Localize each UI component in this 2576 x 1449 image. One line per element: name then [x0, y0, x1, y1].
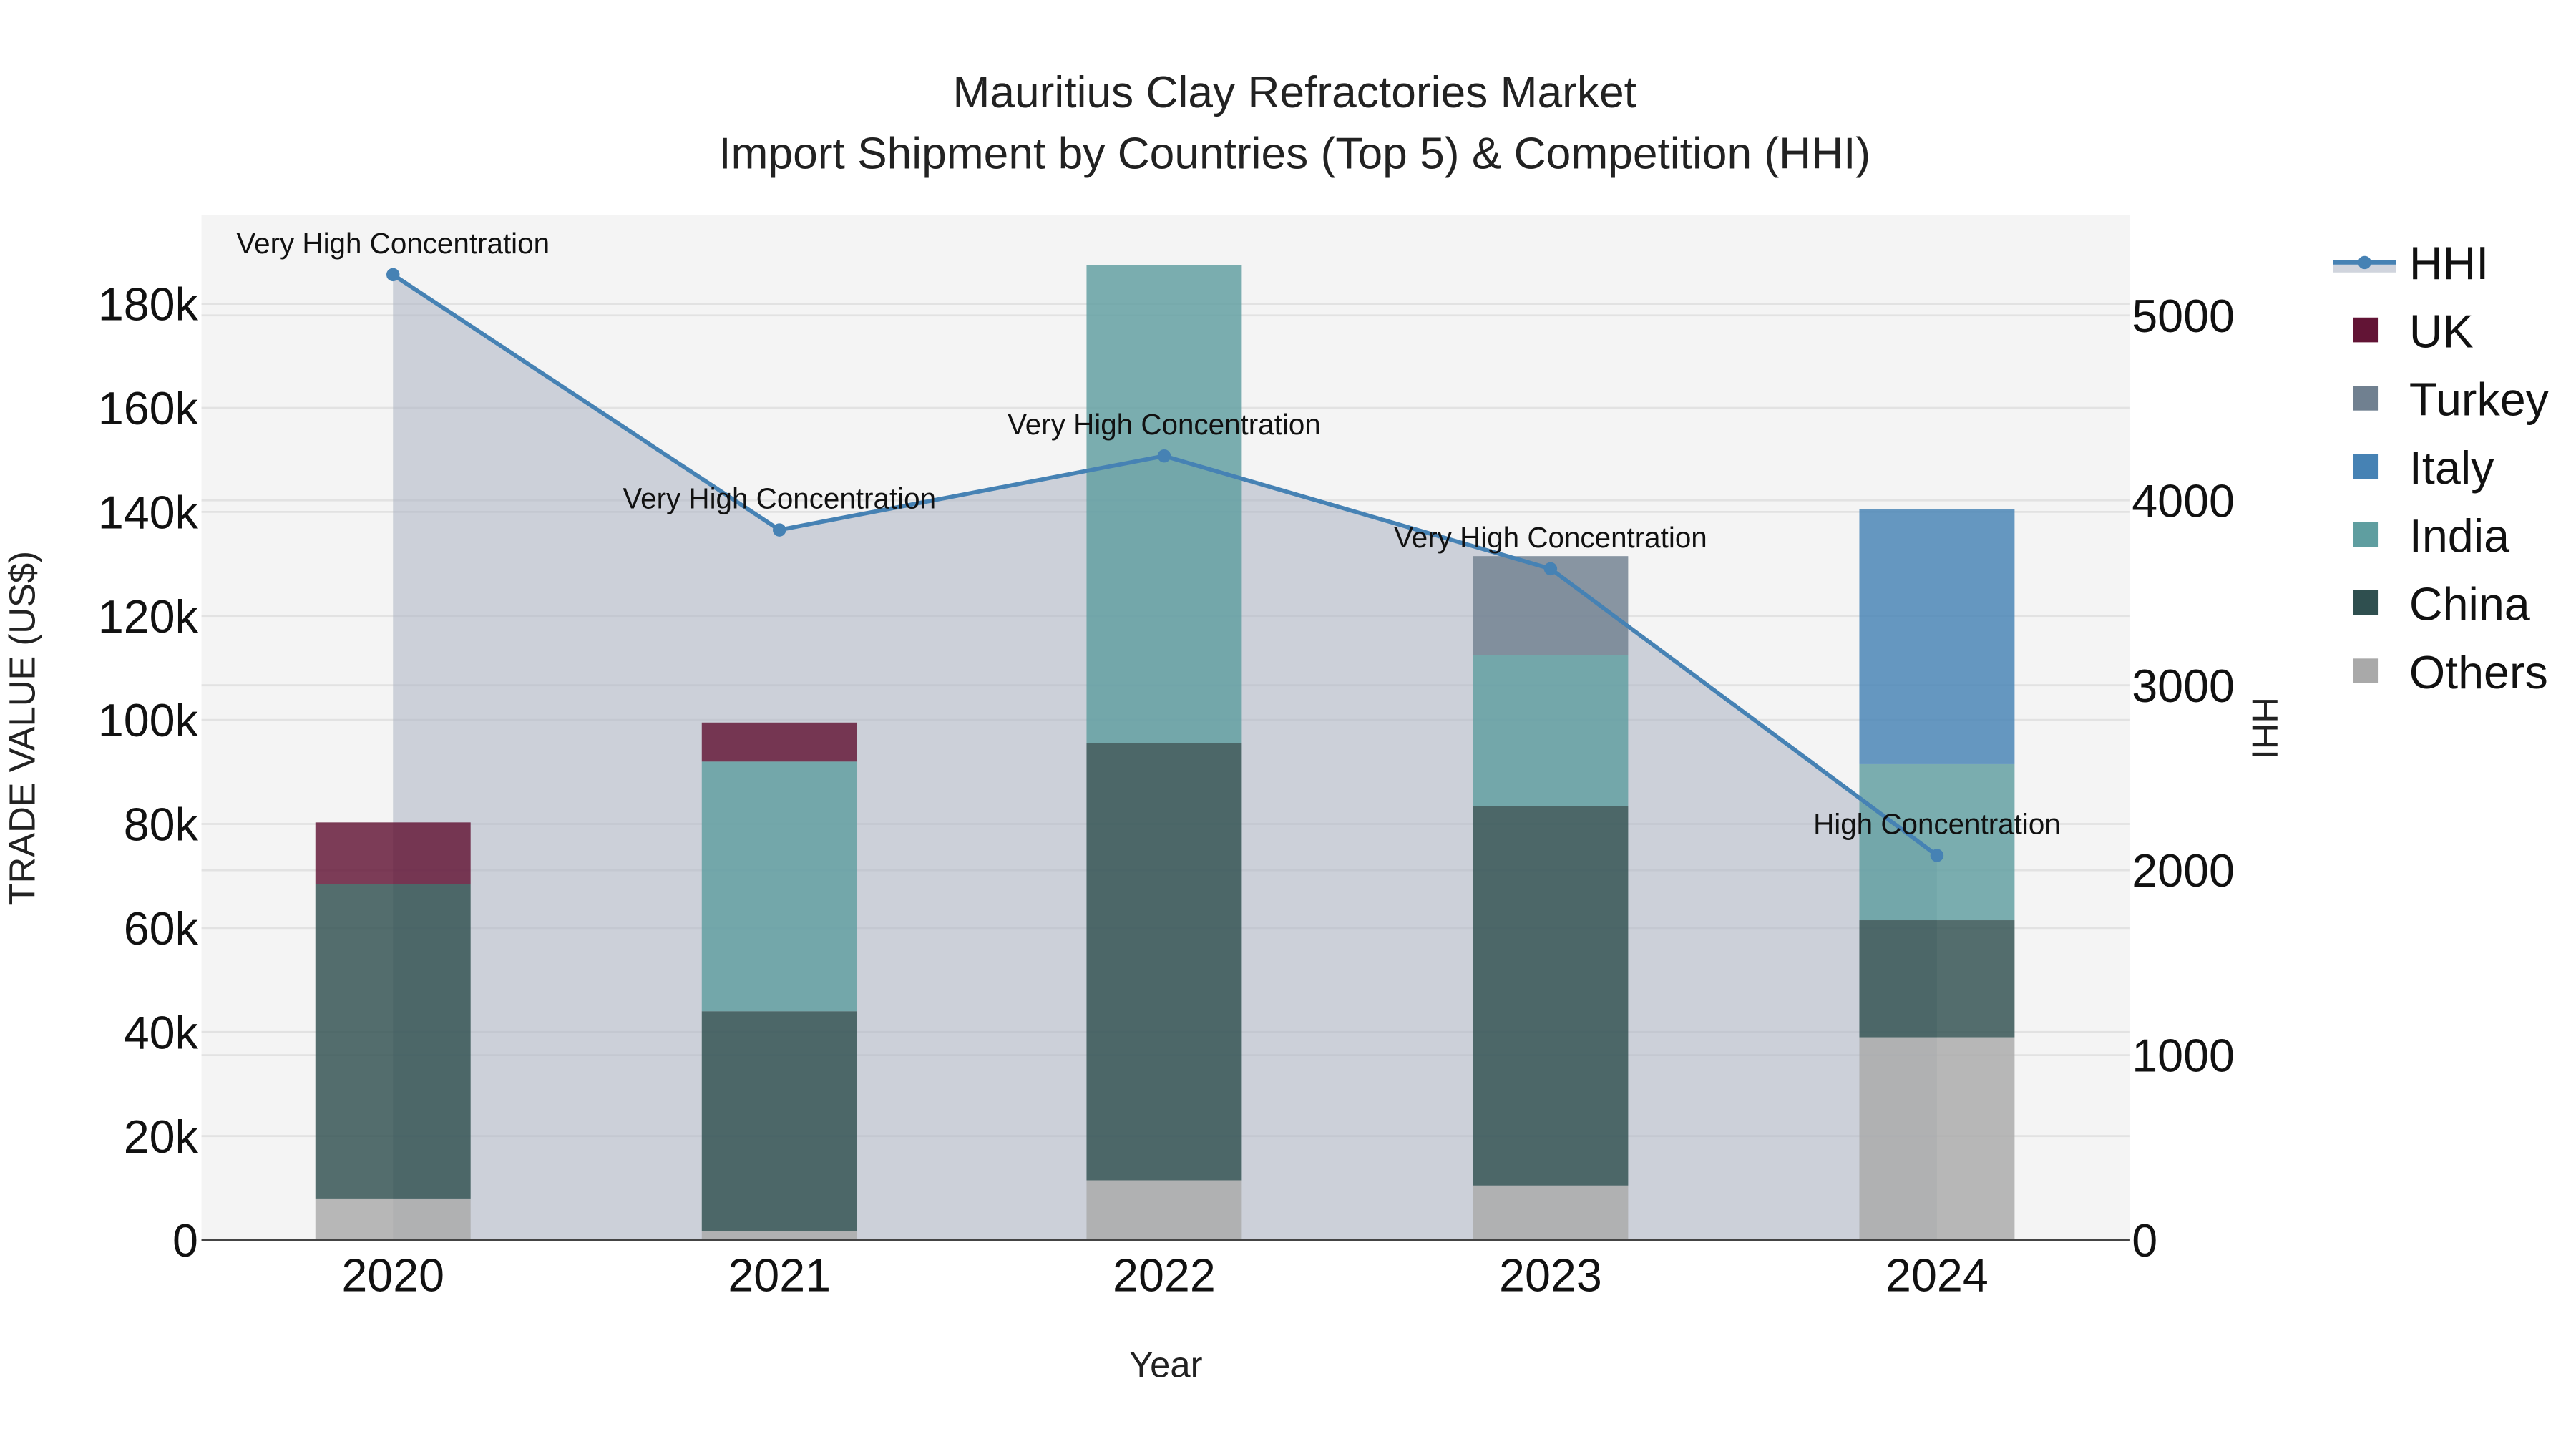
y-left-tick: 100k	[98, 695, 199, 746]
legend-item-hhi[interactable]: HHI	[2333, 238, 2489, 289]
hhi-marker[interactable]	[1543, 562, 1558, 576]
legend-label: HHI	[2409, 238, 2489, 289]
x-tick: 2021	[728, 1250, 831, 1302]
legend-label: Italy	[2409, 442, 2494, 494]
x-tick: 2020	[341, 1250, 444, 1302]
legend-swatch-icon	[2353, 658, 2379, 683]
bar-segment-uk[interactable]	[701, 722, 857, 762]
legend-label: China	[2409, 579, 2530, 630]
legend-swatch-icon	[2353, 386, 2379, 411]
bar-segment-others[interactable]	[1086, 1180, 1242, 1241]
chart-title-line2: Import Shipment by Countries (Top 5) & C…	[718, 129, 1870, 178]
y-left-tick: 140k	[98, 487, 199, 538]
y-right-tick: 1000	[2132, 1030, 2235, 1082]
bar-segment-others[interactable]	[701, 1230, 857, 1241]
bar-segment-india[interactable]	[1859, 763, 2015, 921]
legend-label: India	[2409, 510, 2509, 562]
legend-item-uk[interactable]: UK	[2353, 306, 2474, 357]
chart-title-line1: Mauritius Clay Refractories Market	[952, 68, 1636, 117]
y-left-tick: 160k	[98, 383, 199, 434]
hhi-marker[interactable]	[773, 523, 786, 537]
hhi-marker[interactable]	[1157, 449, 1171, 463]
bar-segment-india[interactable]	[1086, 265, 1242, 743]
bar-segment-china[interactable]	[315, 884, 471, 1199]
legend-item-china[interactable]: China	[2353, 579, 2530, 630]
x-tick: 2024	[1885, 1250, 1989, 1302]
bar-segment-china[interactable]	[701, 1011, 857, 1231]
hhi-annotation: Very High Concentration	[1394, 521, 1707, 554]
hhi-marker[interactable]	[386, 268, 400, 282]
x-axis-title: Year	[1129, 1345, 1203, 1385]
y-right-tick: 3000	[2132, 660, 2235, 712]
x-tick-labels: 2020 2021 2022 2023 2024	[341, 1250, 1988, 1302]
legend-item-others[interactable]: Others	[2353, 647, 2548, 698]
y-left-tick-labels: 0 20k 40k 60k 80k 100k 120k 140k 160k 180k	[98, 279, 199, 1267]
legend-swatch-icon	[2353, 590, 2379, 615]
hhi-annotation: Very High Concentration	[623, 482, 936, 515]
bar-segment-india[interactable]	[701, 761, 857, 1012]
legend[interactable]: HHI UK Turkey Italy India China Others	[2333, 238, 2550, 698]
bar-segment-others[interactable]	[315, 1198, 471, 1241]
y-right-tick-labels: 0 1000 2000 3000 4000 5000	[2132, 291, 2235, 1267]
legend-label: UK	[2409, 306, 2474, 357]
y-right-tick: 2000	[2132, 845, 2235, 897]
legend-swatch-icon	[2353, 522, 2379, 547]
bar-segment-india[interactable]	[1473, 655, 1629, 806]
bar-stack-2022[interactable]	[1086, 265, 1242, 1241]
y-right-axis-title: HHI	[2245, 697, 2285, 759]
legend-item-turkey[interactable]: Turkey	[2353, 374, 2550, 426]
bar-segment-italy[interactable]	[1859, 509, 2015, 764]
y-left-tick: 20k	[124, 1111, 199, 1163]
hhi-annotation: Very High Concentration	[1008, 408, 1321, 441]
legend-swatch-icon	[2353, 317, 2379, 343]
hhi-line	[386, 268, 1944, 862]
legend-label: Turkey	[2409, 374, 2550, 426]
bar-stack-2020[interactable]	[315, 822, 471, 1241]
x-tick: 2022	[1113, 1250, 1216, 1302]
bar-stack-2023[interactable]	[1473, 556, 1629, 1241]
y-right-tick: 4000	[2132, 475, 2235, 527]
bar-segment-china[interactable]	[1086, 743, 1242, 1181]
y-left-tick: 0	[172, 1215, 198, 1267]
x-tick: 2023	[1499, 1250, 1602, 1302]
legend-item-india[interactable]: India	[2353, 510, 2509, 562]
y-left-axis-title: TRADE VALUE (US$)	[1, 551, 42, 905]
y-left-tick: 40k	[124, 1007, 199, 1058]
y-left-tick: 80k	[124, 799, 199, 851]
y-left-tick: 60k	[124, 903, 199, 955]
legend-marker-icon	[2358, 255, 2371, 270]
legend-item-italy[interactable]: Italy	[2353, 442, 2494, 494]
y-right-tick: 0	[2132, 1215, 2157, 1267]
bar-segment-china[interactable]	[1473, 806, 1629, 1186]
bar-segment-others[interactable]	[1473, 1185, 1629, 1241]
bar-stack-2021[interactable]	[701, 722, 857, 1241]
y-left-tick: 180k	[98, 279, 199, 331]
bar-segment-uk[interactable]	[315, 822, 471, 884]
y-left-tick: 120k	[98, 591, 199, 643]
bar-stack-2024[interactable]	[1859, 509, 2015, 1241]
stacked-bars	[315, 265, 2015, 1241]
legend-swatch-icon	[2353, 454, 2379, 479]
hhi-annotations: Very High Concentration Very High Concent…	[236, 227, 2060, 841]
bar-segment-china[interactable]	[1859, 920, 2015, 1038]
bar-segment-others[interactable]	[1859, 1037, 2015, 1241]
hhi-marker[interactable]	[1930, 849, 1944, 862]
hhi-annotation: High Concentration	[1813, 807, 2061, 840]
y-right-tick: 5000	[2132, 291, 2235, 342]
legend-label: Others	[2409, 647, 2548, 698]
hhi-annotation: Very High Concentration	[236, 227, 550, 260]
